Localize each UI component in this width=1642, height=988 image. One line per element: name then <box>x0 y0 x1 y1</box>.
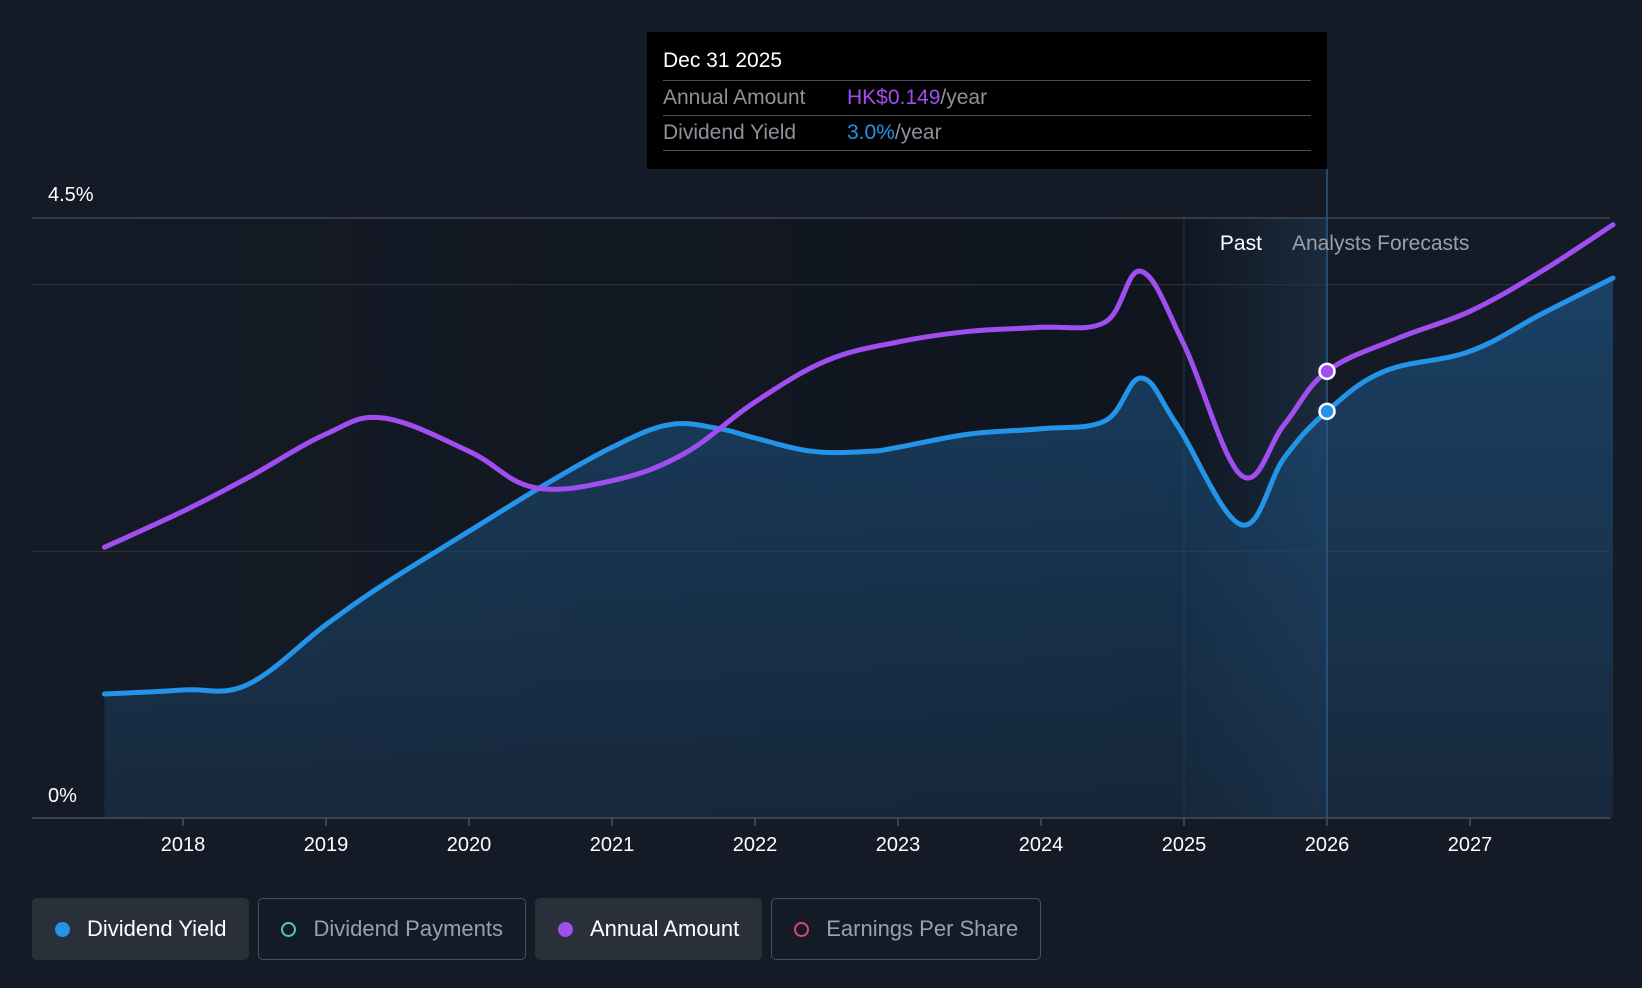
x-tick-label: 2023 <box>876 834 921 856</box>
x-tick-label: 2022 <box>733 834 778 856</box>
legend-dot-icon <box>557 921 573 937</box>
annual-amount-highlight-point <box>1318 362 1336 381</box>
legend-label: Dividend Payments <box>313 916 503 941</box>
legend-label: Dividend Yield <box>87 916 227 941</box>
legend-dot-icon <box>281 921 297 937</box>
dividend-yield-area <box>104 278 1613 818</box>
x-tick-label: 2020 <box>447 834 492 856</box>
tooltip-value: 3.0% <box>847 121 895 144</box>
legend-dot-icon <box>794 921 810 937</box>
tooltip-unit: /year <box>940 86 988 109</box>
y-label-bottom: 0% <box>48 785 77 807</box>
x-tick-label: 2019 <box>304 834 349 856</box>
legend-dot-icon <box>55 921 70 937</box>
legend-button-annual-amount[interactable]: Annual Amount <box>534 898 763 960</box>
legend-label: Annual Amount <box>589 916 740 941</box>
x-axis: 2018 2019 2020 2021 2022 2023 2024 2025 2026 2027 <box>32 817 1610 856</box>
yield-area <box>104 278 1613 818</box>
dividend-yield-highlight-point <box>1318 402 1336 421</box>
tooltip-label: Dividend Yield <box>663 121 797 144</box>
chart-labels: 4.5% 0% Past Analysts Forecasts <box>48 184 1469 807</box>
x-tick-label: 2026 <box>1305 834 1350 856</box>
past-label: Past <box>1220 232 1262 255</box>
x-tick-label: 2018 <box>161 834 206 856</box>
legend-button-dividend-yield[interactable]: Dividend Yield <box>32 898 250 960</box>
tooltip-row-annual-amount: Annual Amount HK$0.149/year <box>663 81 1311 116</box>
legend-button-earnings-per-share[interactable]: Earnings Per Share <box>771 898 1042 960</box>
x-tick-label: 2021 <box>590 834 635 856</box>
tooltip-value: HK$0.149 <box>847 86 941 109</box>
tooltip-row-dividend-yield: Dividend Yield 3.0%/year <box>663 116 1311 151</box>
forecast-label: Analysts Forecasts <box>1292 232 1469 255</box>
tooltip-label: Annual Amount <box>663 86 806 109</box>
tooltip-date: Dec 31 2025 <box>663 46 1311 81</box>
tooltip: Dec 31 2025 Annual Amount HK$0.149/year … <box>647 32 1327 169</box>
highlight-points <box>1318 362 1336 421</box>
x-tick-label: 2027 <box>1448 834 1493 856</box>
y-label-top: 4.5% <box>48 184 94 206</box>
tooltip-unit: /year <box>894 121 942 144</box>
legend-button-dividend-payments[interactable]: Dividend Payments <box>258 898 526 960</box>
legend: Dividend Yield Dividend Payments Annual … <box>32 898 1042 960</box>
x-tick-label: 2025 <box>1162 834 1207 856</box>
legend-label: Earnings Per Share <box>826 916 1019 941</box>
x-tick-label: 2024 <box>1019 834 1064 856</box>
